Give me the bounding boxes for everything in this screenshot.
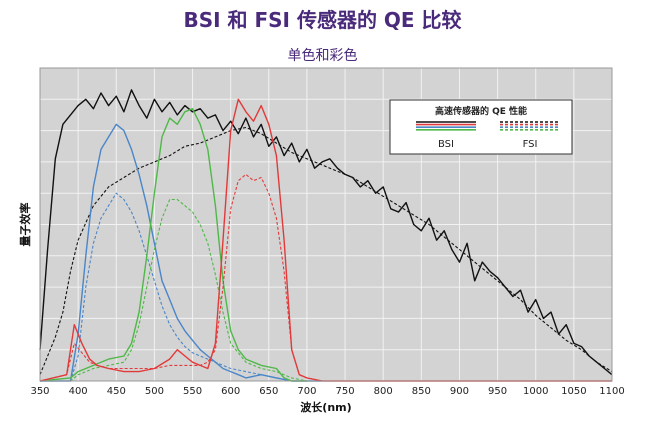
x-tick-label-750: 750 [336,386,355,397]
legend-title: 高速传感器的 QE 性能 [435,105,527,117]
series-group [39,89,613,382]
x-tick-label-600: 600 [221,386,240,397]
plot-frame [39,67,613,382]
series-green-fsi-line [40,198,308,382]
series-blue-fsi-line [40,192,323,382]
series-blue-bsi-line [40,123,323,382]
x-tick-label-550: 550 [183,386,202,397]
series-red-fsi-line [39,173,612,382]
x-tick-label-1050: 1050 [561,386,586,397]
x-tick-label-650: 650 [259,386,278,397]
series-mono-fsi-line [39,126,613,375]
legend-bsi-label: BSI [438,139,454,150]
series-green-bsi-line [39,108,307,382]
y-axis-label: 量子效率 [18,203,32,247]
x-tick-label-1100: 1100 [599,386,624,397]
x-tick-label-700: 700 [297,386,316,397]
x-tick-label-1000: 1000 [523,386,548,397]
x-tick-label-800: 800 [374,386,393,397]
x-tick-label-350: 350 [30,386,49,397]
series-mono-bsi-line [39,89,613,376]
legend-swatches [416,121,560,131]
x-ticks: 350 400 450 500 550 600 650 700 750 800 850 900 950 1… [30,386,624,397]
legend-fsi-label: FSI [523,139,538,150]
chart-title: BSI 和 FSI 传感器的 QE 比较 [183,8,462,32]
x-tick-label-450: 450 [107,386,126,397]
x-tick-label-500: 500 [145,386,164,397]
chart-subtitle: 单色和彩色 [287,48,358,64]
x-tick-label-900: 900 [450,386,469,397]
legend: 高速传感器的 QE 性能 BSI FSI [389,99,573,155]
x-tick-label-400: 400 [69,386,88,397]
x-axis-label: 波长(nm) [300,400,351,414]
x-tick-label-950: 950 [488,386,507,397]
x-tick-label-850: 850 [412,386,431,397]
series-red-bsi-line [39,98,612,382]
